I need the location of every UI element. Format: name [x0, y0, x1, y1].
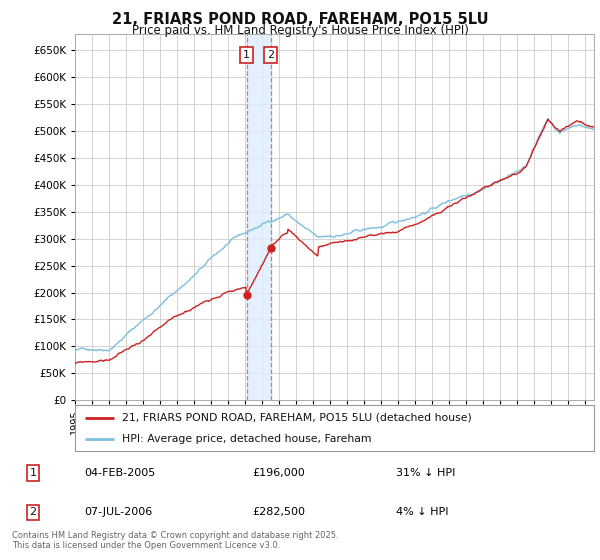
Text: 07-JUL-2006: 07-JUL-2006 [84, 507, 152, 517]
Text: HPI: Average price, detached house, Fareham: HPI: Average price, detached house, Fare… [122, 435, 371, 444]
Text: £282,500: £282,500 [252, 507, 305, 517]
Text: 21, FRIARS POND ROAD, FAREHAM, PO15 5LU (detached house): 21, FRIARS POND ROAD, FAREHAM, PO15 5LU … [122, 413, 472, 423]
Text: 2: 2 [29, 507, 37, 517]
Text: £196,000: £196,000 [252, 468, 305, 478]
Text: 1: 1 [243, 50, 250, 60]
Text: 21, FRIARS POND ROAD, FAREHAM, PO15 5LU: 21, FRIARS POND ROAD, FAREHAM, PO15 5LU [112, 12, 488, 27]
Bar [247, 34, 271, 400]
Text: 04-FEB-2005: 04-FEB-2005 [84, 468, 155, 478]
Text: Price paid vs. HM Land Registry's House Price Index (HPI): Price paid vs. HM Land Registry's House … [131, 24, 469, 37]
Text: 31% ↓ HPI: 31% ↓ HPI [396, 468, 455, 478]
Text: 1: 1 [29, 468, 37, 478]
Text: 2: 2 [267, 50, 274, 60]
Text: 4% ↓ HPI: 4% ↓ HPI [396, 507, 449, 517]
Text: Contains HM Land Registry data © Crown copyright and database right 2025.
This d: Contains HM Land Registry data © Crown c… [12, 530, 338, 550]
